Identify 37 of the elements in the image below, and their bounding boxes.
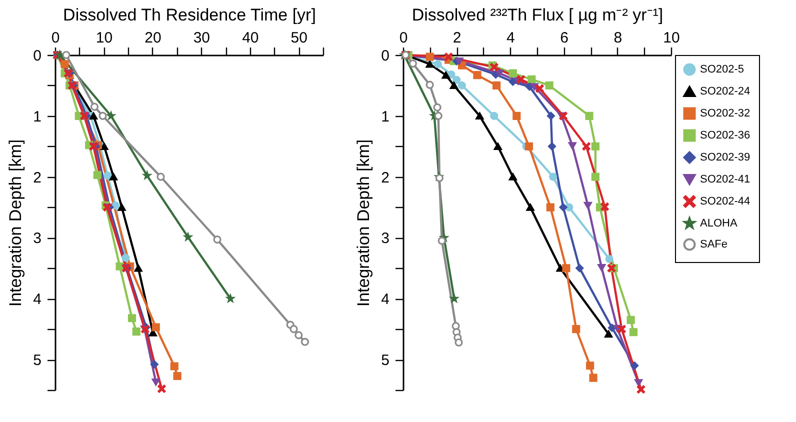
y-axis-title: Integration Depth [km]	[354, 139, 374, 307]
x-axis-title: Dissolved Th Residence Time [yr]	[63, 6, 316, 24]
x-tick-label: 8	[614, 30, 622, 46]
x-tick-label: 2	[452, 30, 462, 46]
y-tick-label: 3	[381, 230, 390, 248]
x-tick-label: 30	[193, 30, 210, 46]
legend-label: SO202-36	[700, 130, 750, 142]
y-tick-label: 5	[33, 352, 42, 370]
y-tick-label: 3	[33, 230, 42, 248]
x-tick-label: 4	[506, 30, 515, 46]
y-tick-label: 2	[33, 169, 42, 186]
y-tick-label: 1	[33, 108, 42, 126]
y-tick-label: 4	[33, 291, 42, 308]
y-tick-label: 1	[381, 108, 390, 126]
x-tick-label: 50	[290, 30, 308, 46]
legend-label: SO202-24	[700, 86, 750, 98]
x-tick-label: 40	[242, 30, 259, 46]
x-tick-label: 6	[560, 30, 568, 46]
y-tick-label: 0	[33, 48, 42, 64]
legend-label: SO202-41	[700, 174, 750, 186]
x-tick-label: 0	[399, 30, 408, 46]
legend-label: SO202-39	[700, 152, 750, 164]
y-tick-label: 2	[381, 169, 390, 186]
legend-label: ALOHA	[700, 218, 738, 230]
x-axis-title: Dissolved ²³²Th Flux [ µg m⁻² yr⁻¹]	[412, 6, 664, 24]
y-tick-label: 0	[381, 48, 390, 64]
legend-label: SO202-44	[700, 196, 750, 208]
legend-label: SO202-32	[700, 108, 750, 120]
x-tick-label: 20	[144, 30, 162, 46]
x-tick-label: 10	[663, 30, 680, 46]
x-tick-label: 0	[51, 30, 60, 46]
legend-label: SO202-5	[700, 64, 744, 76]
legend-label: SAFe	[700, 238, 728, 250]
y-tick-label: 4	[381, 291, 390, 308]
x-tick-label: 10	[96, 30, 113, 46]
y-axis-title: Integration Depth [km]	[6, 139, 26, 307]
y-tick-label: 5	[381, 352, 390, 370]
